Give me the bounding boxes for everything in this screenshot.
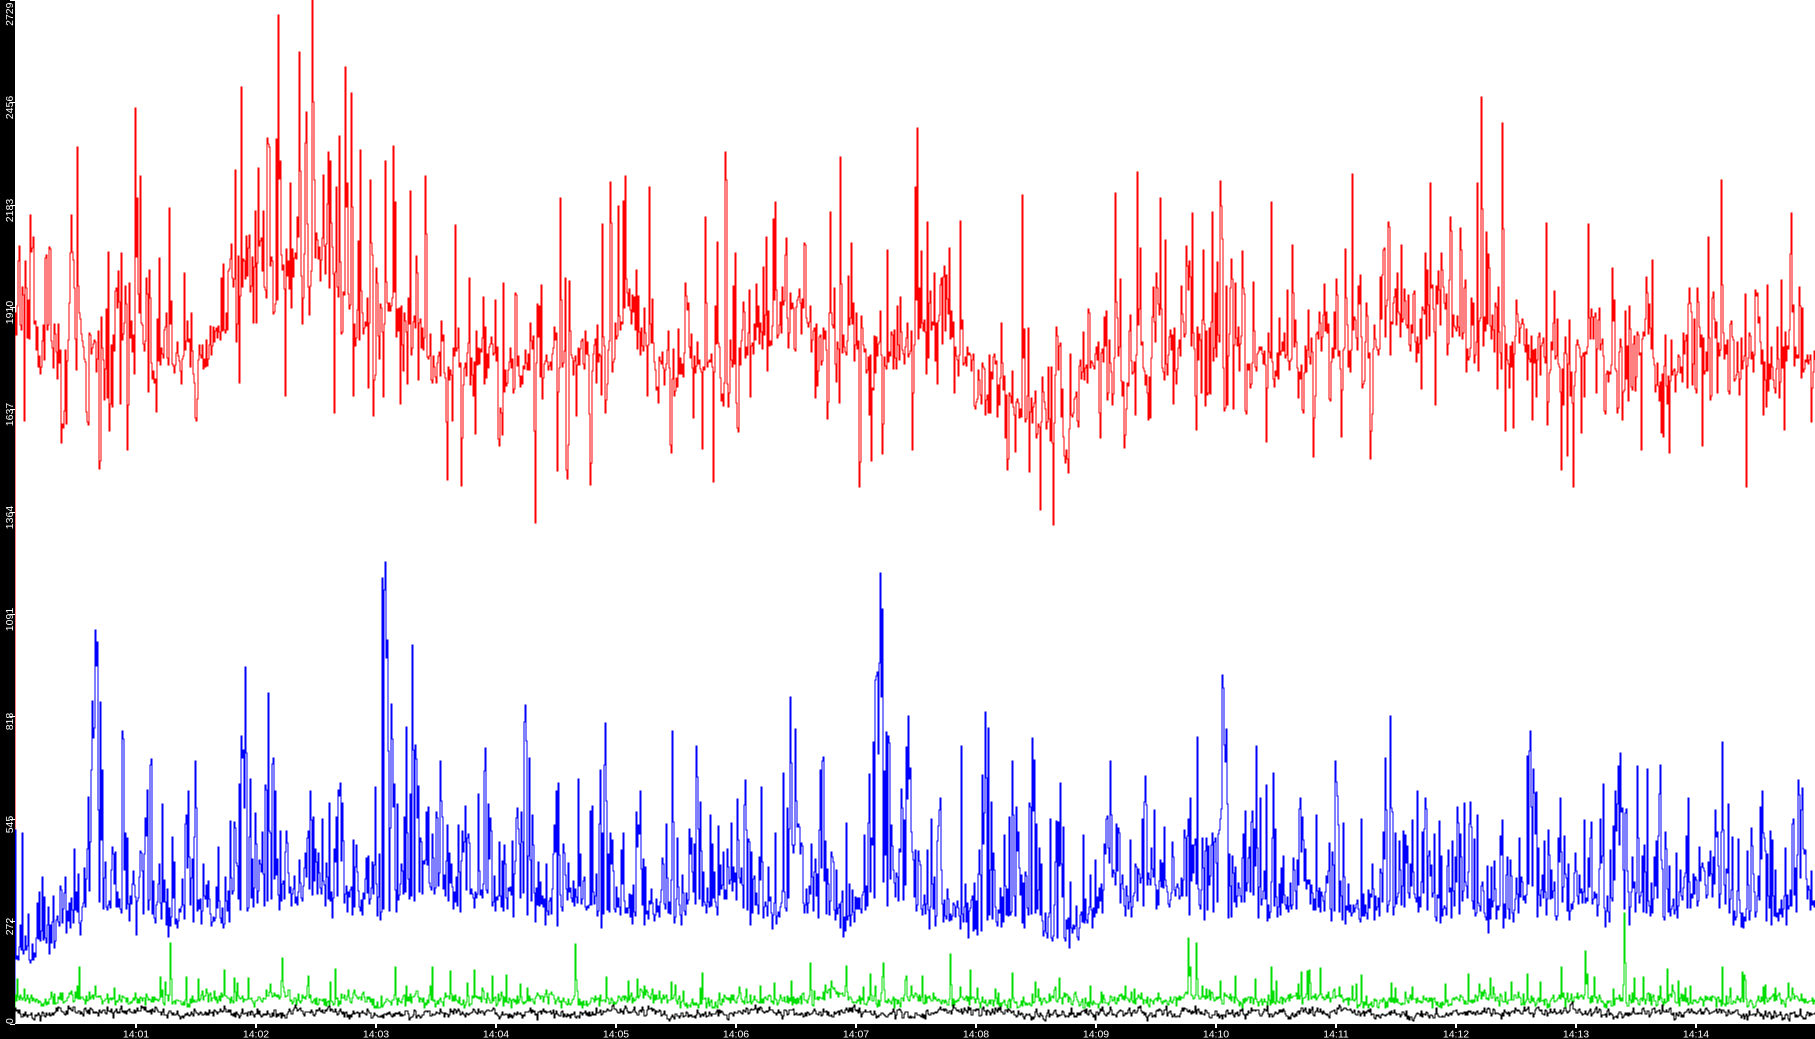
svg-text:14:12: 14:12: [1443, 1029, 1469, 1039]
svg-text:14:02: 14:02: [243, 1029, 269, 1039]
svg-text:14:08: 14:08: [963, 1029, 989, 1039]
svg-text:1910: 1910: [4, 301, 16, 325]
svg-text:545: 545: [4, 816, 16, 834]
svg-text:14:13: 14:13: [1563, 1029, 1589, 1039]
svg-text:14:01: 14:01: [123, 1029, 149, 1039]
svg-text:1637: 1637: [4, 403, 16, 427]
svg-text:14:06: 14:06: [723, 1029, 749, 1039]
svg-text:14:07: 14:07: [843, 1029, 869, 1039]
svg-text:272: 272: [4, 918, 16, 936]
svg-text:1091: 1091: [4, 608, 16, 632]
svg-text:14:14: 14:14: [1683, 1029, 1709, 1039]
svg-text:14:05: 14:05: [603, 1029, 629, 1039]
svg-text:2456: 2456: [4, 96, 16, 120]
svg-text:2729: 2729: [4, 2, 16, 26]
svg-text:14:04: 14:04: [483, 1029, 509, 1039]
svg-text:0: 0: [4, 1018, 16, 1024]
svg-text:1364: 1364: [4, 506, 16, 530]
svg-text:2183: 2183: [4, 199, 16, 223]
svg-text:14:03: 14:03: [363, 1029, 389, 1039]
svg-text:14:10: 14:10: [1203, 1029, 1229, 1039]
svg-text:14:09: 14:09: [1083, 1029, 1109, 1039]
svg-text:14:11: 14:11: [1323, 1029, 1349, 1039]
svg-text:818: 818: [4, 713, 16, 731]
